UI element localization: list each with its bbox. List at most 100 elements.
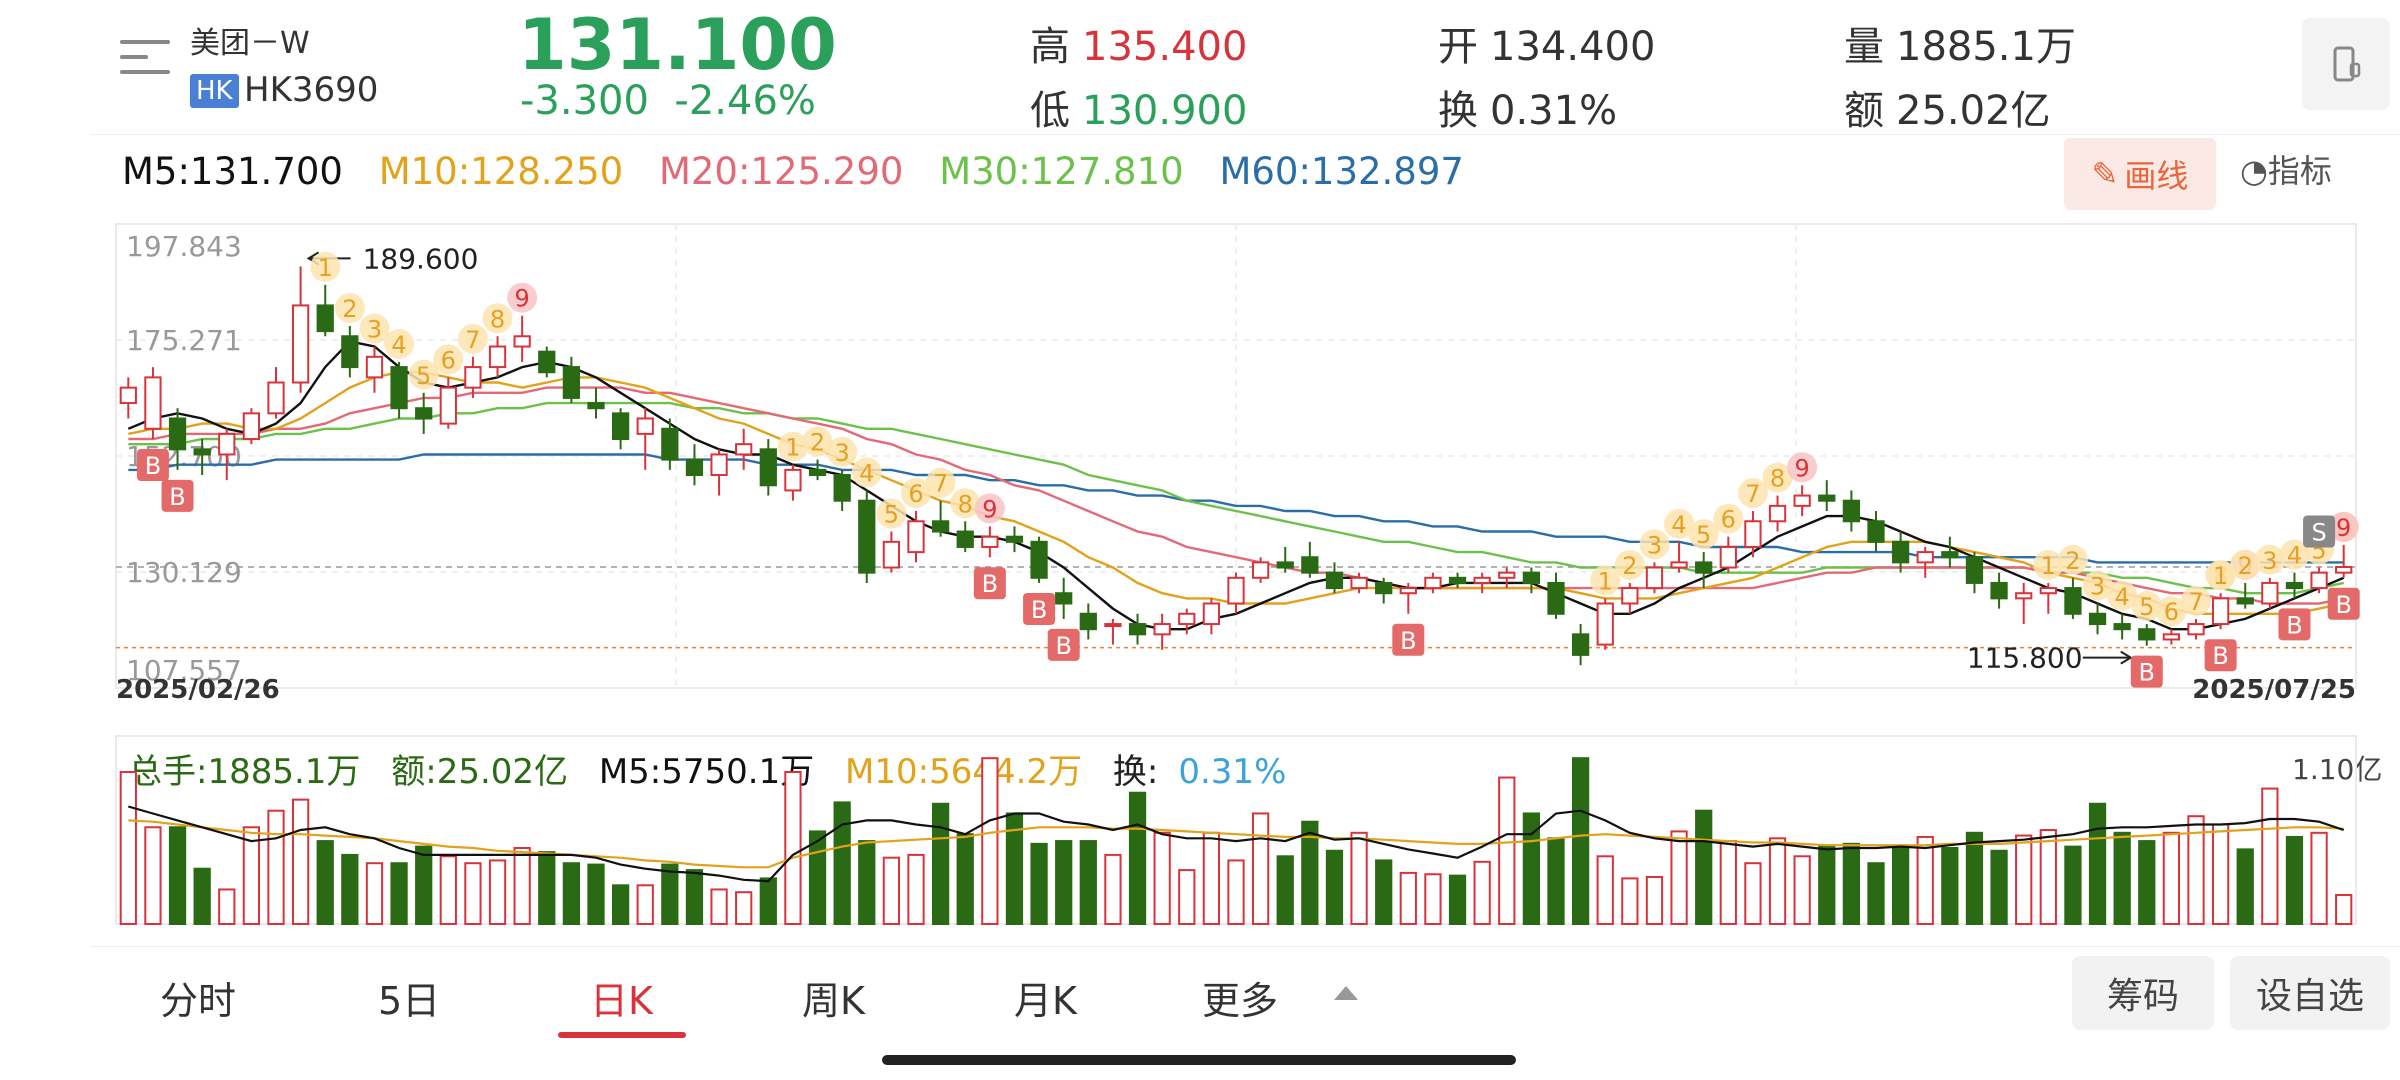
home-indicator (882, 1055, 1516, 1065)
volume-bar (1941, 847, 1959, 925)
candle-body (1473, 576, 1491, 584)
high-label: 高 (1030, 24, 1070, 70)
sequence-marker (2254, 544, 2285, 575)
candle-body (2015, 592, 2033, 600)
candle-body (1178, 612, 1196, 626)
buy-signal-badge (1023, 592, 1056, 625)
divider (90, 946, 2400, 947)
candle (1055, 577, 1073, 619)
candle-body (1842, 499, 1861, 523)
candle (365, 346, 384, 393)
indicator-button[interactable]: ◔指标 (2240, 146, 2332, 192)
change-percent: -2.46% (674, 78, 816, 124)
sequence-number: 7 (465, 326, 480, 354)
volume-bar (956, 833, 974, 925)
sequence-marker (310, 251, 341, 282)
sequence-marker (1787, 452, 1818, 483)
candle (1448, 572, 1467, 589)
volume-turnover-value: 0.31% (1178, 752, 1287, 792)
y-tick-label: 107.557 (126, 654, 242, 687)
candlestick-chart[interactable]: 197.843175.271152.700130.129107.557189.6… (114, 220, 2378, 700)
gauge-icon: ◔ (2240, 152, 2268, 190)
candle (513, 315, 531, 362)
arrow-right-icon (2120, 650, 2133, 665)
volume-bar (1424, 873, 1442, 925)
device-toggle-button[interactable] (2302, 18, 2390, 110)
ma30-label: M30:127.810 (939, 150, 1184, 193)
buy-signal-label: B (2212, 642, 2228, 670)
candle-body (390, 366, 408, 410)
candle (1842, 490, 1861, 532)
volume-bar (1793, 855, 1811, 925)
candle (2236, 582, 2254, 609)
divider (90, 134, 2400, 135)
sequence-marker (2205, 560, 2236, 591)
candle (1251, 557, 1270, 583)
candle-body (1990, 581, 2008, 600)
sequence-marker (2328, 511, 2359, 542)
volume-chart[interactable] (114, 732, 2378, 932)
candle (2064, 577, 2082, 619)
volume-bar (2064, 845, 2082, 925)
low-stat: 低 130.900 (1030, 78, 1247, 136)
candle (415, 392, 433, 434)
volume-bar (415, 845, 433, 925)
sequence-number: 5 (884, 501, 899, 529)
candle (2015, 582, 2033, 625)
candle-body (611, 412, 630, 441)
candle-body (1645, 566, 1664, 590)
sequence-number: 5 (416, 362, 431, 390)
tab-timeshare[interactable]: 分时 (160, 979, 237, 1023)
caret-up-icon[interactable] (1334, 986, 1358, 1000)
volume-bar (1202, 831, 1221, 925)
add-watchlist-button[interactable]: 设自选 (2230, 956, 2390, 1030)
sequence-number: 6 (441, 346, 456, 374)
high-stat: 高 135.400 (1030, 14, 1247, 72)
volume-legend: 总手:1885.1万 额:25.02亿 M5:5750.1万 M10:5644.… (128, 744, 1326, 793)
tab-weekly-k[interactable]: 周K (802, 979, 865, 1023)
volume-bar (538, 851, 556, 925)
volume-bar (1916, 835, 1934, 925)
candle-body (1547, 581, 1565, 615)
volume-bar (931, 802, 950, 925)
volume-m10: M10:5644.2万 (845, 752, 1083, 792)
volume-bar (341, 853, 359, 925)
sequence-marker (359, 313, 390, 344)
candle (1276, 546, 1294, 573)
open-label: 开 (1438, 24, 1478, 70)
change-value: -3.300 (520, 78, 649, 124)
tab-daily-k[interactable]: 日K (590, 979, 653, 1023)
tab-more[interactable]: 更多 (1202, 979, 1279, 1023)
candle (1473, 572, 1491, 594)
candle (1399, 582, 1417, 614)
tab-5day[interactable]: 5日 (378, 979, 441, 1023)
candle-body (907, 520, 925, 554)
candle-body (193, 448, 211, 456)
volume-bar (2162, 831, 2181, 925)
candle-body (439, 386, 457, 425)
candle-body (513, 335, 531, 348)
volume-label: 量 (1844, 24, 1884, 70)
sequence-number: 6 (1721, 506, 1736, 534)
sequence-number: 7 (1745, 480, 1760, 508)
candle (1695, 552, 1713, 589)
tab-monthly-k[interactable]: 月K (1014, 979, 1077, 1023)
candle (1350, 572, 1368, 594)
sequence-marker (2082, 570, 2113, 601)
volume-bar (119, 771, 137, 925)
menu-icon[interactable] (120, 40, 170, 86)
candle-body (1005, 535, 1024, 543)
candle (1325, 562, 1344, 594)
candle (1522, 567, 1541, 594)
sequence-number: 8 (958, 490, 973, 518)
buy-signal-label: B (2139, 659, 2155, 687)
candle-body (1670, 561, 1688, 569)
candle (1547, 572, 1565, 619)
turnover-stat: 换 0.31% (1438, 78, 1617, 136)
volume-bar (735, 891, 753, 926)
candle (168, 408, 187, 470)
chips-button[interactable]: 筹码 (2072, 956, 2214, 1030)
draw-line-button[interactable]: ✎ 画线 (2064, 138, 2216, 210)
candle-body (587, 402, 605, 410)
candle-body (2335, 566, 2353, 574)
